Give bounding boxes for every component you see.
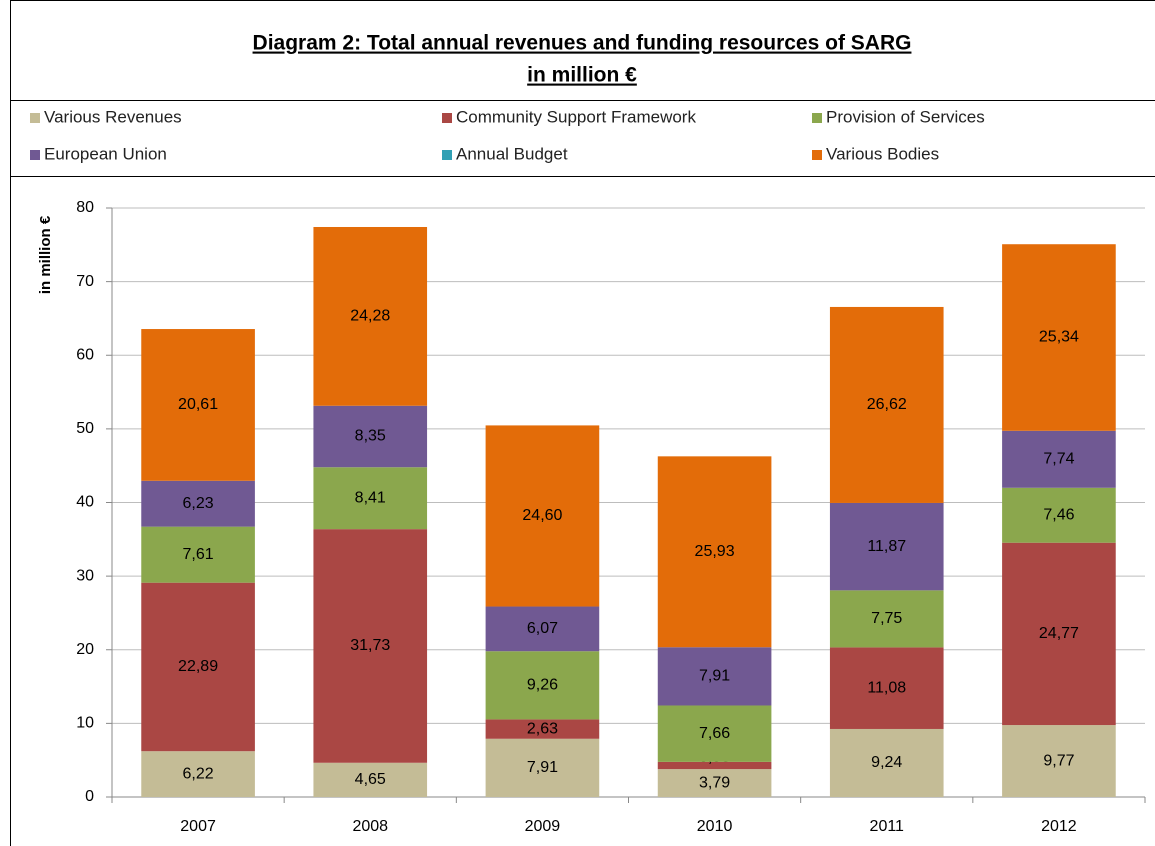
bar-segment xyxy=(829,306,944,503)
y-tick-label: 80 xyxy=(76,199,94,216)
bar-segment xyxy=(1002,725,1116,797)
bar-segment xyxy=(141,751,255,797)
bar-segment xyxy=(657,456,772,648)
data-label: 6,07 xyxy=(527,620,558,637)
y-tick-label: 30 xyxy=(76,567,94,584)
bar-segment xyxy=(1002,487,1116,543)
bar-segment xyxy=(313,529,428,763)
data-label: 9,77 xyxy=(1043,752,1074,769)
data-label: 31,73 xyxy=(350,637,390,654)
data-label: 9,26 xyxy=(527,677,558,694)
bar-segment xyxy=(1002,542,1116,726)
bar-segment xyxy=(485,719,600,739)
data-label: 24,77 xyxy=(1039,625,1079,642)
chart-title: Diagram 2: Total annual revenues and fun… xyxy=(253,32,912,55)
legend-swatch xyxy=(30,150,40,160)
bar-segment xyxy=(485,425,600,607)
legend-swatch xyxy=(442,150,452,160)
bar-segment xyxy=(829,590,944,648)
data-label: 26,62 xyxy=(867,396,907,413)
x-tick-label: 2009 xyxy=(525,818,561,835)
x-tick-label: 2007 xyxy=(180,818,216,835)
data-label: 9,24 xyxy=(871,754,902,771)
bar-segment xyxy=(141,526,255,583)
data-label: 24,60 xyxy=(522,507,562,524)
bar-segment xyxy=(657,647,772,706)
bar-segment xyxy=(1002,430,1116,488)
bar-segment xyxy=(141,329,255,481)
legend-label: Various Bodies xyxy=(826,144,939,163)
x-tick-label: 2008 xyxy=(352,818,388,835)
bar-segment xyxy=(485,606,600,652)
bar-segment xyxy=(1002,244,1116,431)
legend-label: Provision of Services xyxy=(826,107,985,126)
y-tick-label: 0 xyxy=(85,788,94,805)
bar-segment xyxy=(485,738,600,797)
y-tick-label: 40 xyxy=(76,494,94,511)
bar-segment xyxy=(313,467,428,530)
legend-swatch xyxy=(812,150,822,160)
data-label: 6,22 xyxy=(183,765,214,782)
data-label: 8,35 xyxy=(355,428,386,445)
data-label: 6,23 xyxy=(183,495,214,512)
bar-segment xyxy=(141,582,255,752)
y-tick-label: 50 xyxy=(76,420,94,437)
data-label: 11,87 xyxy=(867,538,906,555)
data-label: 7,91 xyxy=(699,668,730,685)
chart-subtitle: in million € xyxy=(527,64,637,87)
data-label: 25,34 xyxy=(1039,329,1079,346)
legend-label: Various Revenues xyxy=(44,107,182,126)
data-label: 20,61 xyxy=(178,396,218,413)
legend-label: European Union xyxy=(44,144,167,163)
y-axis-label: in million € xyxy=(37,215,54,294)
data-label: 8,41 xyxy=(355,489,386,506)
legend-swatch xyxy=(442,113,452,123)
data-label: 7,66 xyxy=(699,725,730,742)
data-label: 25,93 xyxy=(695,543,735,560)
bar-segment xyxy=(657,769,772,797)
y-tick-label: 10 xyxy=(76,715,94,732)
data-label: 7,46 xyxy=(1043,506,1074,523)
y-tick-label: 70 xyxy=(76,273,94,290)
legend-box xyxy=(10,100,1155,177)
data-label: 7,75 xyxy=(871,610,902,627)
bar-segment xyxy=(829,728,944,797)
x-tick-label: 2012 xyxy=(1041,818,1077,835)
legend-swatch xyxy=(812,113,822,123)
data-label: 3,79 xyxy=(699,774,730,791)
bar-segment xyxy=(829,647,944,729)
data-label: 4,65 xyxy=(355,771,386,788)
x-tick-label: 2010 xyxy=(697,818,733,835)
legend-swatch xyxy=(30,113,40,123)
bar-segment xyxy=(313,226,428,406)
bar-segment xyxy=(485,651,600,720)
y-tick-label: 20 xyxy=(76,641,94,658)
bar-segment xyxy=(313,405,428,468)
data-label: 24,28 xyxy=(350,308,390,325)
bar-segment xyxy=(141,480,255,527)
bar-segment xyxy=(829,502,944,591)
bar-segment xyxy=(657,705,772,762)
data-label: 11,08 xyxy=(867,679,906,696)
data-label: 7,91 xyxy=(527,759,558,776)
legend-label: Annual Budget xyxy=(456,144,568,163)
y-tick-label: 60 xyxy=(76,346,94,363)
legend-label: Community Support Framework xyxy=(456,107,696,126)
x-tick-label: 2011 xyxy=(870,818,905,835)
data-label: 2,63 xyxy=(527,720,558,737)
bar-segment xyxy=(657,761,772,770)
bar-segment xyxy=(313,762,428,797)
data-label: 7,61 xyxy=(183,546,214,563)
data-label: 22,89 xyxy=(178,658,218,675)
data-label: 7,74 xyxy=(1043,451,1074,468)
